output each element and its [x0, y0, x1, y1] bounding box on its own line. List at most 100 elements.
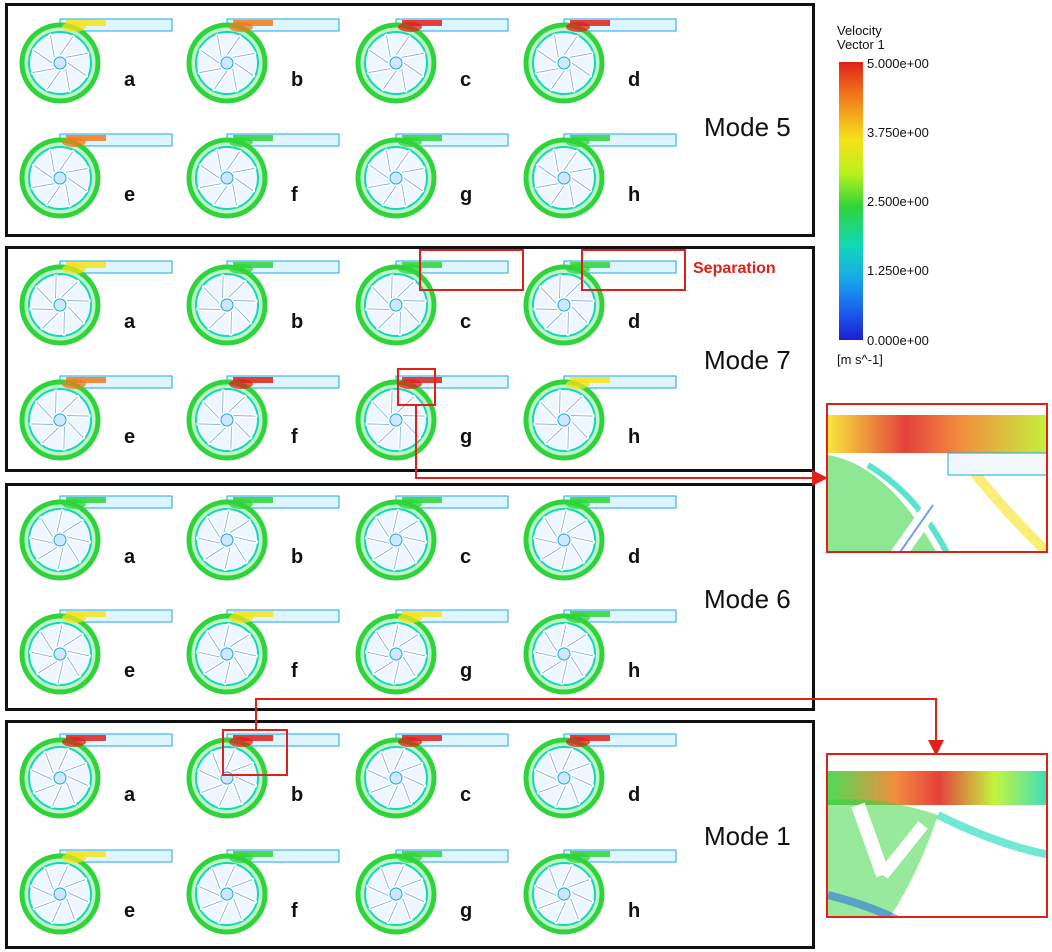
pump-velocity-plot [355, 609, 509, 695]
impeller-hub [557, 771, 571, 785]
impeller-blade-edge [381, 752, 390, 774]
impeller-blade-edge [50, 150, 55, 173]
impeller-blade-edge [222, 276, 224, 299]
impeller-blade-edge [230, 311, 232, 334]
impeller-blade-edge [34, 784, 56, 793]
impeller-blade-edge [65, 68, 70, 91]
impeller-blade-edge [570, 782, 579, 804]
impeller-blade-edge [397, 281, 414, 298]
impeller-blade-edge [45, 868, 54, 890]
impeller-blade-edge [401, 53, 424, 58]
impeller-blade-edge [45, 752, 54, 774]
tongue-hotspot [398, 499, 422, 509]
outlet-jet [570, 377, 610, 383]
legend-tick: 1.250e+00 [867, 263, 929, 278]
impeller-blade-edge [234, 650, 257, 657]
impeller-blade-edge [391, 276, 393, 299]
impeller-hub [220, 647, 234, 661]
impeller-blade-edge [233, 898, 242, 920]
impeller-blade-edge [368, 68, 391, 73]
separation-box-c [419, 249, 524, 291]
impeller-blade-edge [56, 510, 63, 533]
pump-velocity-plot [355, 375, 509, 461]
impeller-blade-edge [200, 50, 220, 64]
impeller-blade-edge [571, 650, 594, 657]
tongue-hotspot [229, 22, 253, 32]
impeller-blade-edge [561, 547, 568, 570]
impeller-blade-edge [544, 631, 557, 652]
impeller-blade-edge [212, 752, 221, 774]
impeller-blade-edge [31, 308, 54, 310]
impeller-blade-edge [403, 62, 423, 76]
pump-cell: c [355, 490, 526, 590]
cell-letter: g [460, 184, 473, 206]
impeller-blade-edge [535, 886, 557, 896]
impeller-blade-edge [571, 536, 594, 543]
impeller-hub [389, 413, 403, 427]
impeller-blade-edge [570, 898, 579, 920]
pump-cell: h [523, 844, 694, 944]
impeller-blade-edge [203, 287, 220, 304]
legend-title-line2: Vector 1 [837, 37, 885, 52]
impeller-blade-edge [398, 520, 419, 533]
impeller-blade-edge [370, 784, 392, 793]
outlet-jet [233, 262, 273, 268]
pump-velocity-plot [355, 260, 509, 346]
cell-letter: a [124, 546, 136, 568]
pump-cell: d [523, 13, 694, 113]
impeller-blade-edge [395, 151, 409, 171]
impeller-blade-edge [401, 168, 424, 173]
tongue-hotspot [566, 137, 590, 147]
impeller-blade-edge [32, 183, 55, 188]
impeller-blade-edge [567, 311, 569, 334]
impeller-hub [557, 171, 571, 185]
pump-cell: b [186, 13, 357, 113]
impeller-blade-edge [65, 53, 88, 58]
impeller-blade-edge [57, 547, 64, 570]
pump-cell: d [523, 728, 694, 828]
impeller-blade-edge [234, 421, 251, 438]
impeller-blade-edge [66, 415, 89, 417]
impeller-blade-edge [562, 749, 572, 771]
impeller-hub [53, 298, 67, 312]
impeller-blade-edge [230, 426, 232, 449]
impeller-blade-edge [40, 631, 53, 652]
impeller-blade-edge [59, 151, 73, 171]
impeller-blade-edge [222, 391, 224, 414]
impeller-blade-edge [569, 68, 574, 91]
outlet-jet [66, 735, 106, 741]
tongue-hotspot [62, 137, 86, 147]
outlet-jet [570, 851, 610, 857]
impeller-blade-edge [67, 542, 80, 563]
outlet-jet [570, 20, 610, 26]
impeller-blade-edge [61, 396, 78, 413]
impeller-blade-edge [61, 281, 78, 298]
impeller-blade-edge [569, 183, 574, 206]
impeller-blade-edge [402, 300, 425, 302]
impeller-blade-edge [233, 782, 242, 804]
impeller-blade-edge [388, 901, 398, 923]
impeller-blade-edge [224, 547, 231, 570]
impeller-hub [53, 533, 67, 547]
impeller-blade-edge [203, 402, 220, 419]
impeller-blade-edge [536, 68, 559, 73]
cell-letter: a [124, 311, 136, 333]
impeller-blade-edge [386, 35, 391, 58]
impeller-blade-edge [399, 426, 401, 449]
impeller-blade-edge [373, 661, 394, 674]
legend-tick: 0.000e+00 [867, 333, 929, 348]
impeller-blade-edge [534, 537, 557, 544]
outlet-jet [66, 262, 106, 268]
pump-cell: g [355, 604, 526, 704]
impeller-blade-edge [549, 752, 558, 774]
impeller-blade-edge [372, 402, 389, 419]
impeller-blade-edge [234, 656, 247, 677]
impeller-blade-edge [58, 865, 68, 887]
impeller-blade-edge [229, 634, 250, 647]
legend-title: Velocity Vector 1 [837, 24, 885, 52]
tongue-hotspot [229, 737, 253, 747]
impeller-blade-edge [232, 183, 237, 206]
impeller-blade-edge [36, 402, 53, 419]
impeller-blade-edge [62, 520, 83, 533]
outlet-jet [233, 377, 273, 383]
